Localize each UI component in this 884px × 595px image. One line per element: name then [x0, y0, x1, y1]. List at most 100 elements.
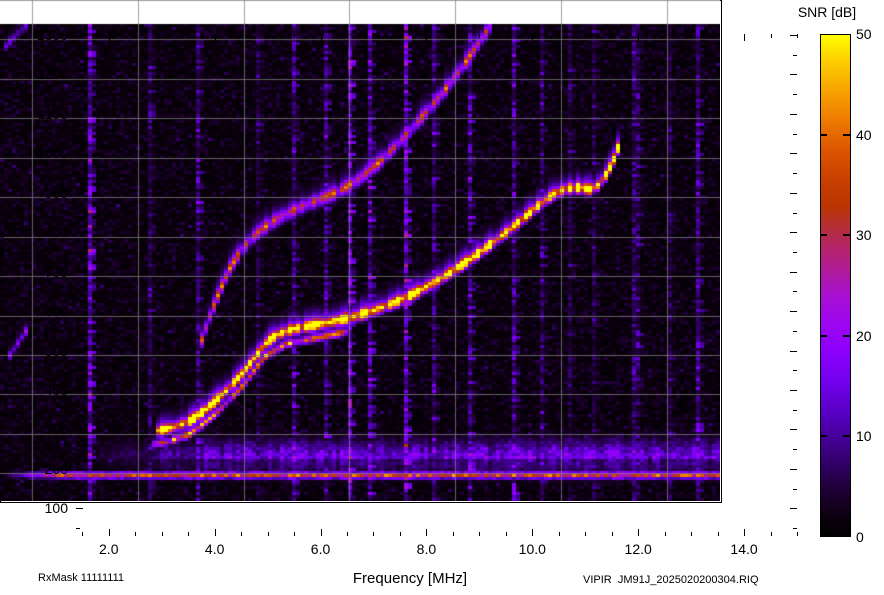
x-minor-tick — [373, 532, 375, 536]
y-minor-tick — [793, 449, 797, 451]
x-minor-tick — [399, 34, 401, 38]
x-minor-tick — [664, 532, 666, 536]
y-tick-mark-500 — [76, 350, 83, 352]
x-minor-tick — [505, 532, 507, 536]
x-tick-mark-top-8 — [426, 34, 428, 41]
x-minor-tick — [717, 34, 719, 38]
x-tick-mark-top-6 — [320, 34, 322, 41]
y-minor-tick — [793, 251, 797, 253]
x-minor-tick — [241, 34, 243, 38]
y-tick-mark-300 — [76, 429, 83, 431]
x-tick-label-8.0: 8.0 — [416, 541, 437, 557]
y-minor-tick — [76, 94, 80, 96]
rxmask-label: RxMask 11111111 — [38, 572, 125, 584]
x-minor-tick — [267, 34, 269, 38]
colorbar — [820, 34, 851, 537]
x-minor-tick — [585, 532, 587, 536]
y-tick-mark-right-1000 — [790, 153, 797, 155]
y-minor-tick — [76, 409, 80, 411]
y-minor-tick — [793, 133, 797, 135]
x-tick-label-4.0: 4.0 — [204, 541, 225, 557]
x-minor-tick — [664, 34, 666, 38]
y-tick-mark-right-800 — [790, 232, 797, 234]
y-minor-tick — [793, 488, 797, 490]
y-minor-tick — [793, 173, 797, 175]
y-minor-tick — [793, 54, 797, 56]
y-tick-mark-right-500 — [790, 350, 797, 352]
y-minor-tick — [793, 409, 797, 411]
colorbar-tick-20 — [820, 334, 827, 337]
y-minor-tick — [793, 94, 797, 96]
x-tick-mark-2 — [108, 529, 110, 536]
y-tick-label-1300: 1300 — [36, 27, 68, 43]
y-tick-label-1100: 1100 — [37, 105, 68, 122]
x-minor-tick — [188, 532, 190, 536]
x-tick-label-12.0: 12.0 — [624, 541, 652, 557]
x-tick-mark-6 — [320, 529, 322, 536]
y-tick-mark-right-1300 — [790, 35, 797, 36]
colorbar-tick-label-40: 40 — [856, 126, 872, 143]
colorbar-tick-40 — [820, 133, 827, 136]
x-minor-tick — [691, 532, 693, 536]
y-minor-tick — [76, 251, 80, 253]
y-tick-label-700: 700 — [44, 263, 68, 280]
y-tick-mark-right-400 — [790, 390, 797, 392]
y-tick-mark-right-100 — [790, 508, 797, 510]
x-minor-tick — [373, 34, 375, 38]
y-minor-tick — [76, 528, 80, 530]
y-minor-tick — [76, 488, 80, 490]
x-tick-label-2.0: 2.0 — [99, 541, 119, 557]
y-minor-tick — [793, 528, 797, 530]
x-minor-tick — [399, 532, 401, 536]
y-minor-tick — [76, 133, 80, 135]
x-tick-mark-top-12 — [638, 34, 640, 41]
y-minor-tick — [793, 330, 797, 332]
y-minor-tick — [793, 370, 797, 372]
x-minor-tick — [611, 34, 613, 38]
y-tick-mark-right-200 — [790, 468, 797, 470]
x-minor-tick — [241, 532, 243, 536]
y-minor-tick — [76, 54, 80, 56]
x-minor-tick — [347, 34, 348, 38]
x-minor-tick — [797, 34, 798, 38]
x-minor-tick — [611, 532, 613, 536]
y-tick-label-1000: 1000 — [36, 145, 68, 162]
x-minor-tick — [717, 532, 719, 536]
y-tick-mark-200 — [76, 468, 83, 470]
y-tick-mark-right-900 — [790, 192, 797, 194]
y-tick-mark-100 — [76, 508, 83, 510]
x-minor-tick — [161, 532, 163, 536]
y-tick-label-100: 100 — [44, 500, 68, 517]
x-minor-tick — [347, 532, 348, 536]
colorbar-tick-r-10 — [843, 435, 850, 438]
x-minor-tick — [558, 532, 560, 536]
y-tick-mark-700 — [76, 271, 83, 273]
y-minor-tick — [76, 173, 80, 175]
x-minor-tick — [267, 532, 269, 536]
colorbar-tick-r-20 — [843, 334, 850, 337]
x-tick-label-10.0: 10.0 — [518, 541, 546, 557]
riq-filename-label: VIPIR JM91J_2025020200304.RIQ — [583, 574, 759, 586]
x-minor-tick — [294, 34, 296, 38]
x-minor-tick — [188, 34, 190, 38]
x-tick-label-14.0: 14.0 — [730, 541, 758, 557]
y-minor-tick — [793, 291, 797, 293]
x-tick-label-6.0: 6.0 — [310, 541, 331, 557]
colorbar-tick-label-30: 30 — [856, 227, 872, 244]
y-tick-mark-800 — [76, 232, 83, 234]
ionogram-plot[interactable] — [0, 0, 722, 503]
y-tick-label-1200: 1200 — [36, 66, 68, 83]
y-tick-label-600: 600 — [44, 303, 68, 320]
y-tick-label-200: 200 — [44, 460, 68, 477]
x-tick-mark-top-4 — [214, 34, 216, 41]
y-tick-mark-right-700 — [790, 271, 797, 273]
x-tick-mark-14 — [744, 529, 746, 536]
ionogram-canvas — [0, 0, 720, 501]
colorbar-tick-label-10: 10 — [856, 428, 872, 445]
y-tick-mark-600 — [76, 311, 83, 313]
x-minor-tick — [691, 34, 693, 38]
colorbar-tick-r-40 — [843, 133, 850, 136]
colorbar-tick-label-0: 0 — [856, 529, 864, 545]
y-minor-tick — [76, 330, 80, 332]
